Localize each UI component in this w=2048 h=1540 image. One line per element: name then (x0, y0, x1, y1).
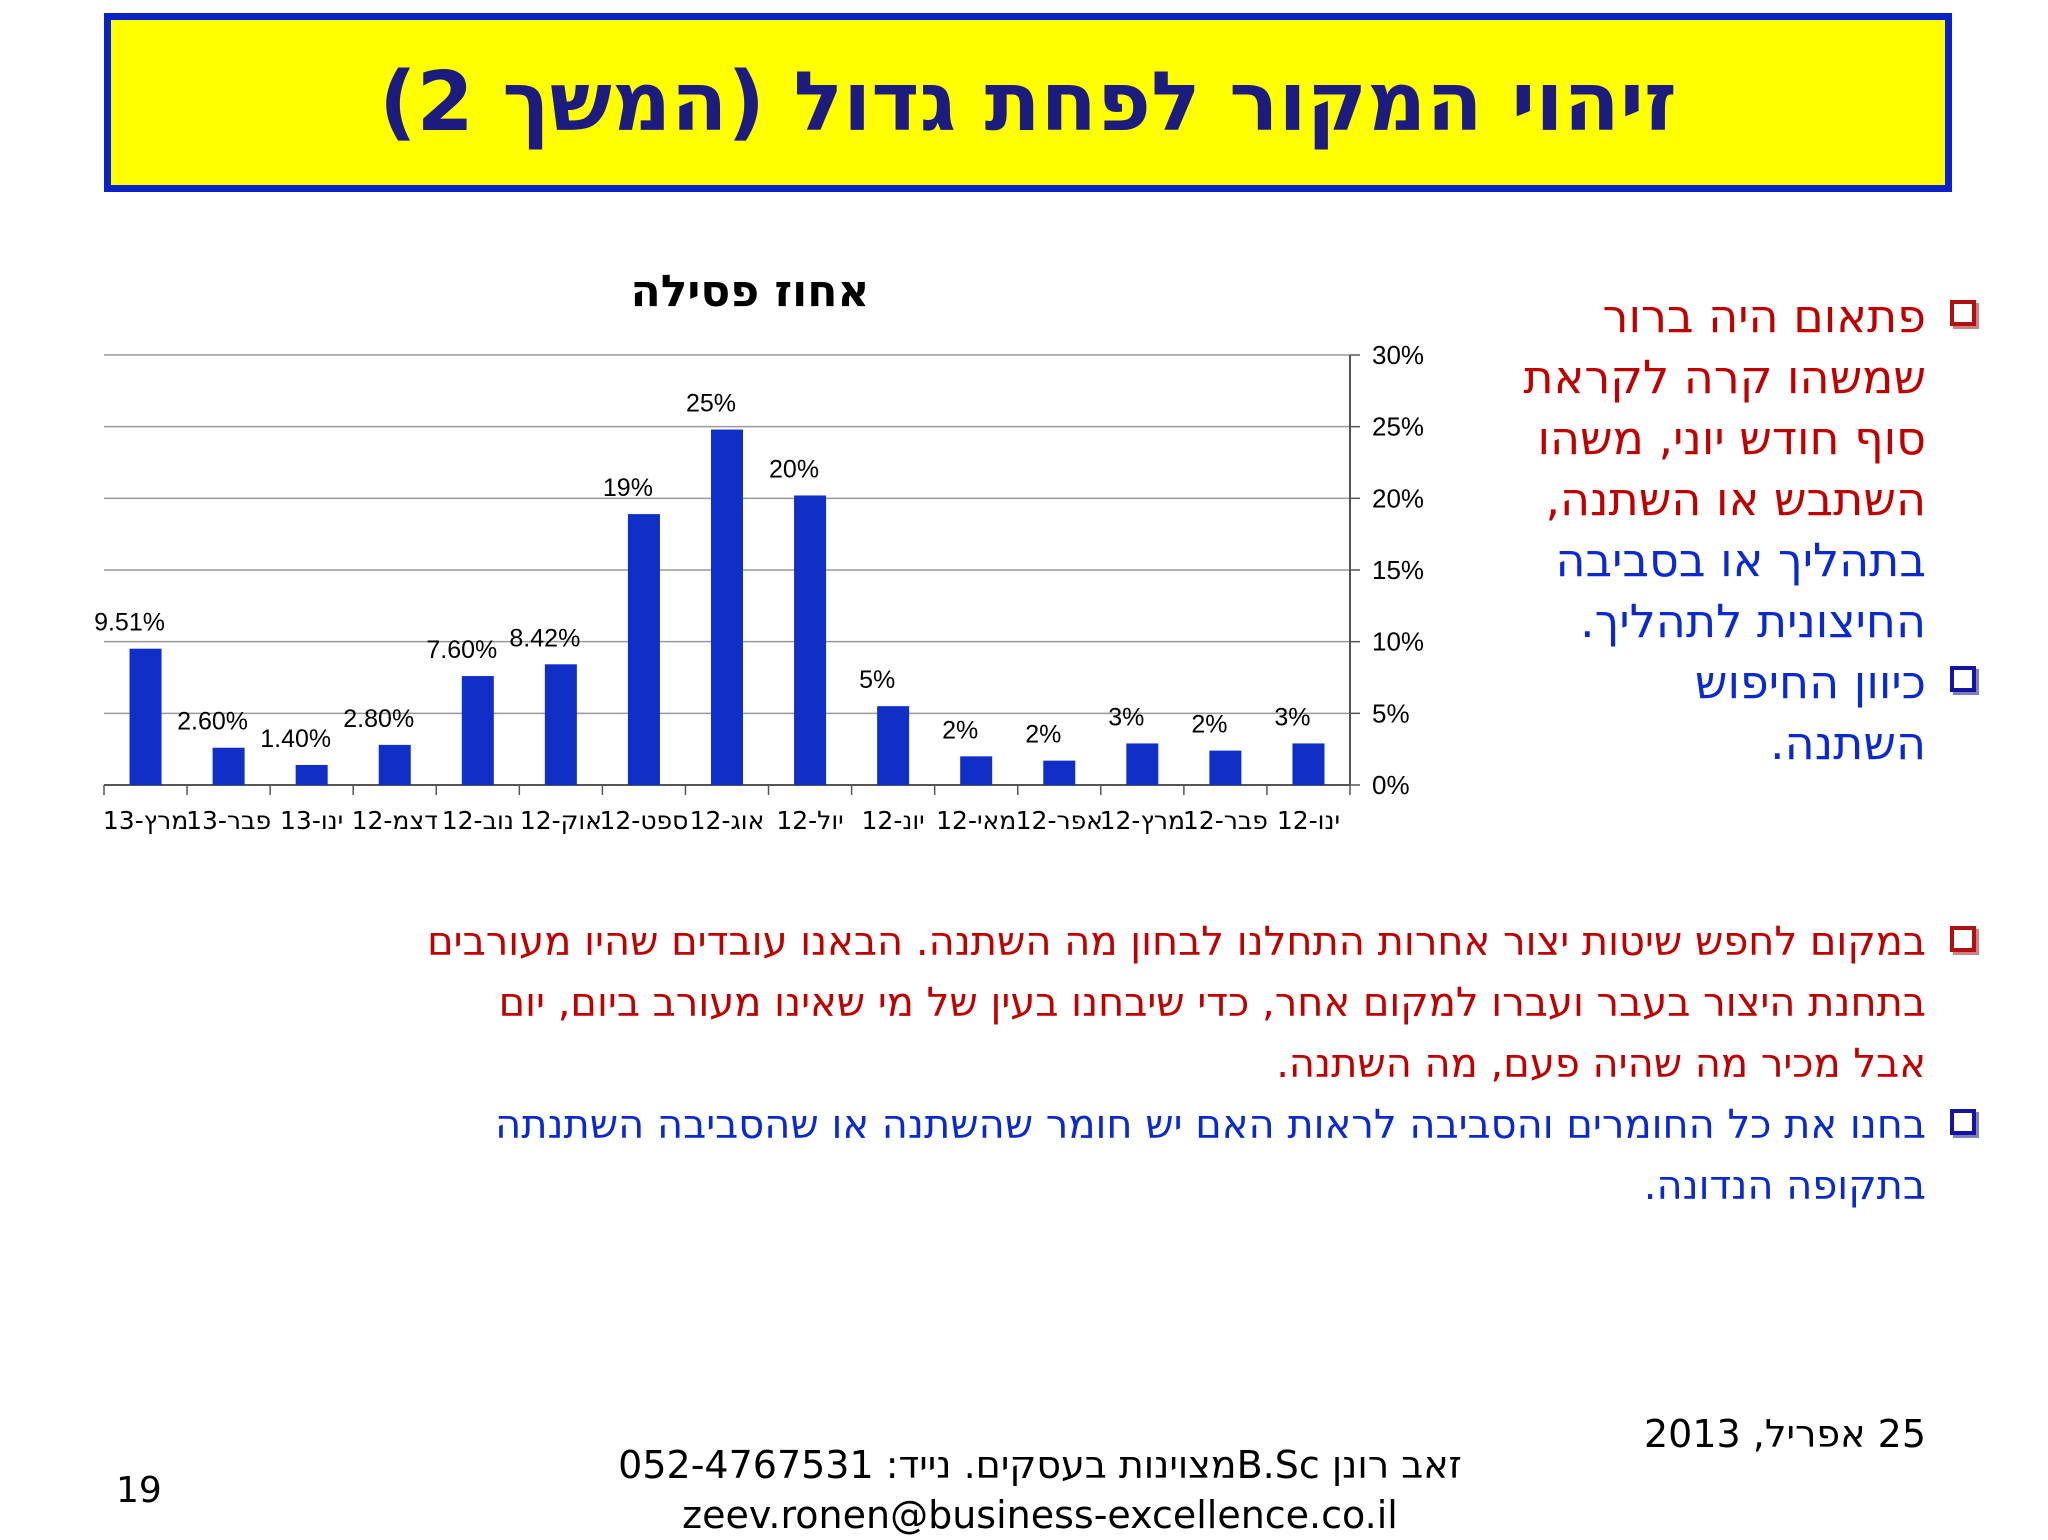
bottom-bullet-1: במקום לחפש שיטות יצור אחרות התחלנו לבחון… (96, 912, 1976, 1095)
bar (1292, 743, 1325, 785)
bar (295, 764, 328, 785)
bottom-line: במקום לחפש שיטות יצור אחרות התחלנו לבחון… (427, 919, 1926, 965)
bullet-square-icon (1950, 666, 1976, 692)
bar (1209, 750, 1242, 785)
contact-line: זאב רונן B.Scמצוינות בעסקים. נייד: 052-4… (618, 1443, 1462, 1487)
bottom-line: בתקופה הנדונה. (1643, 1163, 1926, 1209)
y-tick-label: 25% (1372, 412, 1424, 442)
x-tick-label: ינו-12 (1277, 806, 1340, 835)
x-tick-label: יונ-12 (862, 806, 925, 835)
y-tick-label: 0% (1372, 770, 1410, 800)
y-tick-label: 5% (1372, 698, 1410, 728)
data-label: 19% (603, 474, 653, 502)
title-banner: זיהוי המקור לפחת גדול (המשך 2) (104, 13, 1952, 192)
y-tick-label: 10% (1372, 627, 1424, 657)
footer-contact: זאב רונן B.Scמצוינות בעסקים. נייד: 052-4… (560, 1440, 1520, 1540)
x-tick-label: מרץ-12 (1100, 806, 1185, 835)
bullet-square-icon (1950, 926, 1976, 952)
x-tick-label: אפר-12 (1016, 806, 1103, 835)
x-tick-label: אוג-12 (690, 806, 765, 835)
side-line: החיצונית לתהליך. (1580, 594, 1926, 648)
bar (794, 495, 827, 785)
page-number: 19 (116, 1470, 162, 1511)
side-line: שמשהו קרה לקראת (1523, 350, 1926, 404)
bar-chart: 0% 5% 10% 15% 20% 25% 30% 9.51% מרץ-13 2.60% פבר-1… (94, 340, 1424, 835)
y-tick-label: 30% (1372, 340, 1424, 370)
data-label: 3% (1108, 703, 1144, 731)
bar (1043, 760, 1076, 785)
footer-date: 25 אפריל, 2013 (1644, 1412, 1926, 1456)
bar (378, 744, 411, 785)
chart-title: אחוז פסילה (630, 266, 870, 317)
bar (1126, 743, 1159, 785)
bullet-square-icon (1950, 1109, 1976, 1135)
data-label: 2.60% (177, 708, 248, 736)
side-line: פתאום היה ברור (1602, 289, 1926, 343)
x-tick-label: יול-12 (776, 806, 843, 835)
data-label: 20% (769, 455, 819, 483)
side-line: בתהליך או בסביבה (1555, 533, 1926, 587)
bar (877, 706, 910, 785)
bar (212, 747, 245, 785)
side-bullets: פתאום היה ברור שמשהו קרה לקראת סוף חודש … (1416, 286, 1976, 774)
side-line: השתנה. (1770, 716, 1926, 770)
bar (544, 664, 577, 785)
bar (461, 676, 494, 785)
contact-email: zeev.ronen@business-excellence.co.il (682, 1493, 1398, 1537)
x-tick-label: פבר-13 (186, 806, 271, 835)
data-label: 8.42% (509, 624, 580, 652)
side-line: סוף חודש יוני, משהו (1537, 411, 1926, 465)
side-bullet-2: כיוון החיפוש השתנה. (1416, 652, 1976, 774)
y-tick-label: 20% (1372, 483, 1424, 513)
side-line: כיוון החיפוש (1694, 655, 1926, 709)
x-tick-label: מאי-12 (936, 806, 1016, 835)
data-label: 7.60% (426, 636, 497, 664)
data-label: 2% (1025, 721, 1061, 749)
side-bullet-1: פתאום היה ברור שמשהו קרה לקראת סוף חודש … (1416, 286, 1976, 652)
x-tick-label: דצמ-12 (352, 806, 438, 835)
data-label: 3% (1274, 703, 1310, 731)
data-label: 5% (859, 666, 895, 694)
bottom-line: בחנו את כל החומרים והסביבה לראות האם יש … (495, 1102, 1926, 1148)
bottom-line: אבל מכיר מה שהיה פעם, מה השתנה. (1276, 1041, 1926, 1087)
data-label: 1.40% (260, 725, 331, 753)
data-label: 2% (942, 716, 978, 744)
x-tick-label: ספט-12 (599, 806, 688, 835)
x-tick-label: אוק-12 (520, 806, 602, 835)
slide-title: זיהוי המקור לפחת גדול (המשך 2) (379, 55, 1677, 150)
bar (129, 648, 162, 785)
bottom-bullet-2: בחנו את כל החומרים והסביבה לראות האם יש … (96, 1095, 1976, 1217)
bottom-bullets: במקום לחפש שיטות יצור אחרות התחלנו לבחון… (96, 912, 1976, 1217)
bar (627, 514, 660, 785)
side-line: השתבש או השתנה, (1545, 472, 1926, 526)
y-tick-label: 15% (1372, 555, 1424, 585)
x-tick-label: פבר-12 (1183, 806, 1268, 835)
x-tick-label: מרץ-13 (103, 806, 188, 835)
bar (960, 756, 993, 785)
bottom-line: בתחנת היצור בעבר ועברו למקום אחר, כדי שי… (498, 980, 1926, 1026)
data-label: 2% (1191, 711, 1227, 739)
bullet-square-icon (1950, 300, 1976, 326)
data-label: 9.51% (94, 609, 165, 637)
data-label: 25% (686, 390, 736, 418)
data-label: 2.80% (343, 705, 414, 733)
x-tick-label: נוב-12 (442, 806, 514, 835)
bar (711, 429, 743, 785)
x-tick-label: ינו-13 (280, 806, 343, 835)
